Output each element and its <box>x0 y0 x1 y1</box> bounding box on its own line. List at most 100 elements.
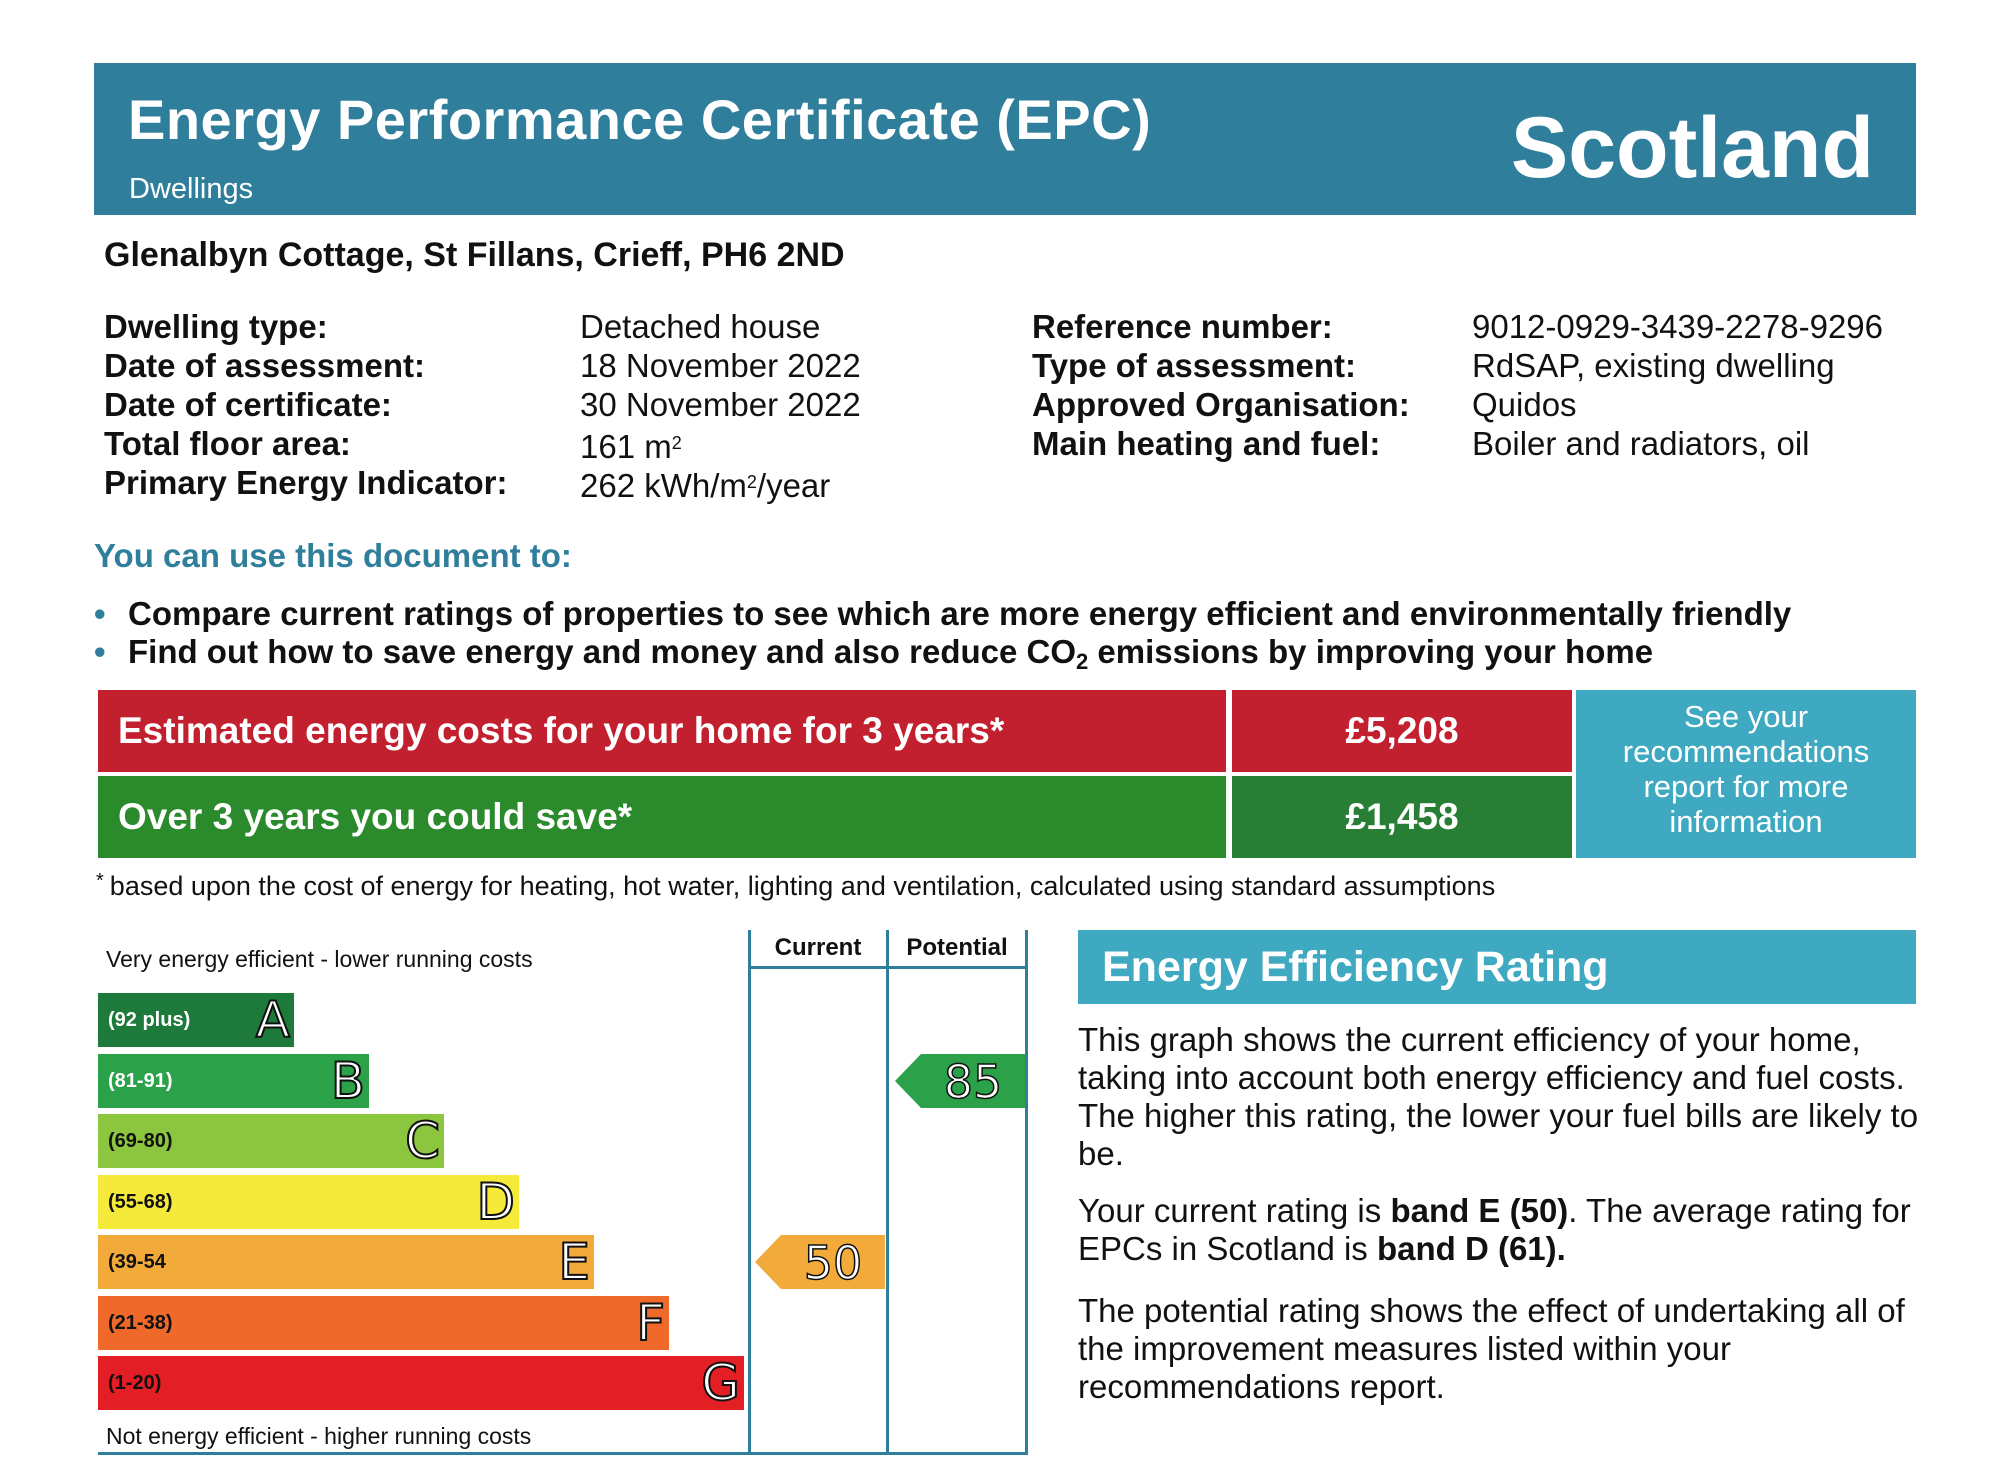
estimated-costs-label: Estimated energy costs for your home for… <box>98 690 1226 772</box>
use-bullet-list: • Compare current ratings of properties t… <box>94 595 1791 681</box>
band-letter: C <box>404 1111 441 1171</box>
chart-top-label: Very energy efficient - lower running co… <box>106 946 533 972</box>
epc-header: Energy Performance Certificate (EPC) Dwe… <box>94 63 1916 215</box>
potential-column-header: Potential <box>906 934 1008 961</box>
rating-value: 85 <box>943 1054 1003 1110</box>
superscript: 2 <box>671 433 682 453</box>
potential-savings-label: Over 3 years you could save* <box>98 776 1226 858</box>
see-line: information <box>1669 804 1823 839</box>
bullet-icon: • <box>94 595 106 632</box>
grid-line <box>98 1452 1028 1455</box>
grid-line <box>886 930 889 1455</box>
rating-value: 50 <box>803 1235 863 1291</box>
detail-row: Type of assessment: RdSAP, existing dwel… <box>1032 346 1932 385</box>
band-letter: G <box>700 1353 741 1413</box>
detail-value: Quidos <box>1472 386 1577 423</box>
detail-value: 262 kWh/m2/year <box>580 463 830 505</box>
band-range: (92 plus) <box>108 1009 191 1031</box>
band-letter: F <box>635 1293 666 1353</box>
detail-value: 9012-0929-3439-2278-9296 <box>1472 308 1884 345</box>
band-g: (1-20) G <box>98 1353 744 1413</box>
arrow-shape <box>895 1054 1025 1108</box>
detail-row: Main heating and fuel: Boiler and radiat… <box>1032 424 1932 463</box>
detail-row: Dwelling type: Detached house <box>104 307 1004 346</box>
detail-label: Approved Organisation: <box>1032 386 1410 423</box>
detail-value: RdSAP, existing dwelling <box>1472 347 1835 384</box>
see-line: See your <box>1683 699 1809 734</box>
eer-paragraph: The potential rating shows the effect of… <box>1078 1292 1905 1405</box>
superscript: 2 <box>746 472 757 492</box>
detail-value: 161 m2 <box>580 424 682 466</box>
rating-grid: Current Potential <box>98 930 1028 1455</box>
bullet-text: Compare current ratings of properties to… <box>128 595 1792 632</box>
details-left: Dwelling type: Detached house Date of as… <box>104 307 1004 505</box>
grid-line <box>748 930 751 1455</box>
arrow-shape <box>755 1235 885 1289</box>
current-band-text: band E (50) <box>1390 1192 1569 1229</box>
estimated-costs-value: £5,208 <box>1232 690 1572 772</box>
energy-indicator-unit: /year <box>756 467 831 504</box>
band-range: (81-91) <box>108 1070 173 1092</box>
detail-label: Total floor area: <box>104 425 351 462</box>
band-a: (92 plus) A <box>98 990 294 1050</box>
band-range: (55-68) <box>108 1191 173 1213</box>
see-line: recommendations <box>1622 734 1870 769</box>
use-heading: You can use this document to: <box>94 537 572 574</box>
grid-line <box>1025 930 1028 1455</box>
see-line: report for more <box>1643 769 1849 804</box>
list-item: • Find out how to save energy and money a… <box>94 633 1791 681</box>
grid-line <box>748 966 1028 969</box>
band-d: (55-68) D <box>98 1172 519 1232</box>
band-b: (81-91) B <box>98 1051 369 1111</box>
region-label: Scotland <box>1510 100 1874 196</box>
band-range: (1-20) <box>108 1372 162 1394</box>
band-e: (39-54 E <box>98 1232 594 1292</box>
eer-paragraph: This graph shows the current efficiency … <box>1078 1021 1919 1172</box>
detail-label: Type of assessment: <box>1032 347 1357 384</box>
band-range: (21-38) <box>108 1312 173 1334</box>
detail-row: Date of certificate: 30 November 2022 <box>104 385 1004 424</box>
band-c: (69-80) C <box>98 1111 444 1171</box>
eer-paragraph: Your current rating is band E (50). The … <box>1078 1192 1928 1268</box>
cost-footnote: * based upon the cost of energy for heati… <box>96 870 1495 902</box>
detail-label: Date of certificate: <box>104 386 392 423</box>
eer-heading: Energy Efficiency Rating <box>1078 930 1916 1004</box>
eer-text: . The average rating for EPCs in Scotlan… <box>1078 1192 1911 1267</box>
footnote-text: based upon the cost of energy for heatin… <box>109 871 1496 901</box>
band-range: (69-80) <box>108 1130 173 1152</box>
detail-label: Date of assessment: <box>104 347 425 384</box>
band-range: (39-54 <box>108 1251 166 1273</box>
detail-label: Primary Energy Indicator: <box>104 464 508 501</box>
detail-label: Reference number: <box>1032 308 1333 345</box>
eer-text: Your current rating is <box>1078 1192 1391 1229</box>
detail-label: Dwelling type: <box>104 308 328 345</box>
footnote-star: * <box>96 870 104 892</box>
detail-row: Reference number: 9012-0929-3439-2278-92… <box>1032 307 1932 346</box>
detail-value: Detached house <box>580 308 821 345</box>
bullet-text: Find out how to save energy and money an… <box>128 633 1077 670</box>
page-subtitle: Dwellings <box>129 173 254 205</box>
detail-row: Total floor area: 161 m2 <box>104 424 1004 466</box>
energy-indicator-value: 262 kWh/m <box>580 467 747 504</box>
floor-area-value: 161 m <box>580 428 672 465</box>
detail-value: Boiler and radiators, oil <box>1472 425 1810 462</box>
page-title: Energy Performance Certificate (EPC) <box>128 88 1152 151</box>
current-column-header: Current <box>774 934 862 961</box>
property-address: Glenalbyn Cottage, St Fillans, Crieff, P… <box>104 236 845 274</box>
see-recommendations-box: See your recommendations report for more… <box>1576 690 1916 858</box>
potential-savings-value: £1,458 <box>1232 776 1572 858</box>
detail-value: 30 November 2022 <box>580 386 861 423</box>
detail-value: 18 November 2022 <box>580 347 861 384</box>
bullet-icon: • <box>94 633 106 670</box>
bullet-text-end: emissions by improving your home <box>1088 633 1654 670</box>
potential-rating-arrow: 85 <box>895 1054 1025 1110</box>
detail-label: Main heating and fuel: <box>1032 425 1381 462</box>
details-right: Reference number: 9012-0929-3439-2278-92… <box>1032 307 1932 463</box>
chart-bottom-label: Not energy efficient - higher running co… <box>106 1423 532 1449</box>
band-f: (21-38) F <box>98 1293 669 1353</box>
current-rating-arrow: 50 <box>755 1235 885 1291</box>
average-band-text: band D (61). <box>1376 1230 1566 1267</box>
band-letter: A <box>255 990 291 1050</box>
band-letter: E <box>557 1232 591 1292</box>
detail-row: Primary Energy Indicator: 262 kWh/m2/yea… <box>104 463 1004 505</box>
